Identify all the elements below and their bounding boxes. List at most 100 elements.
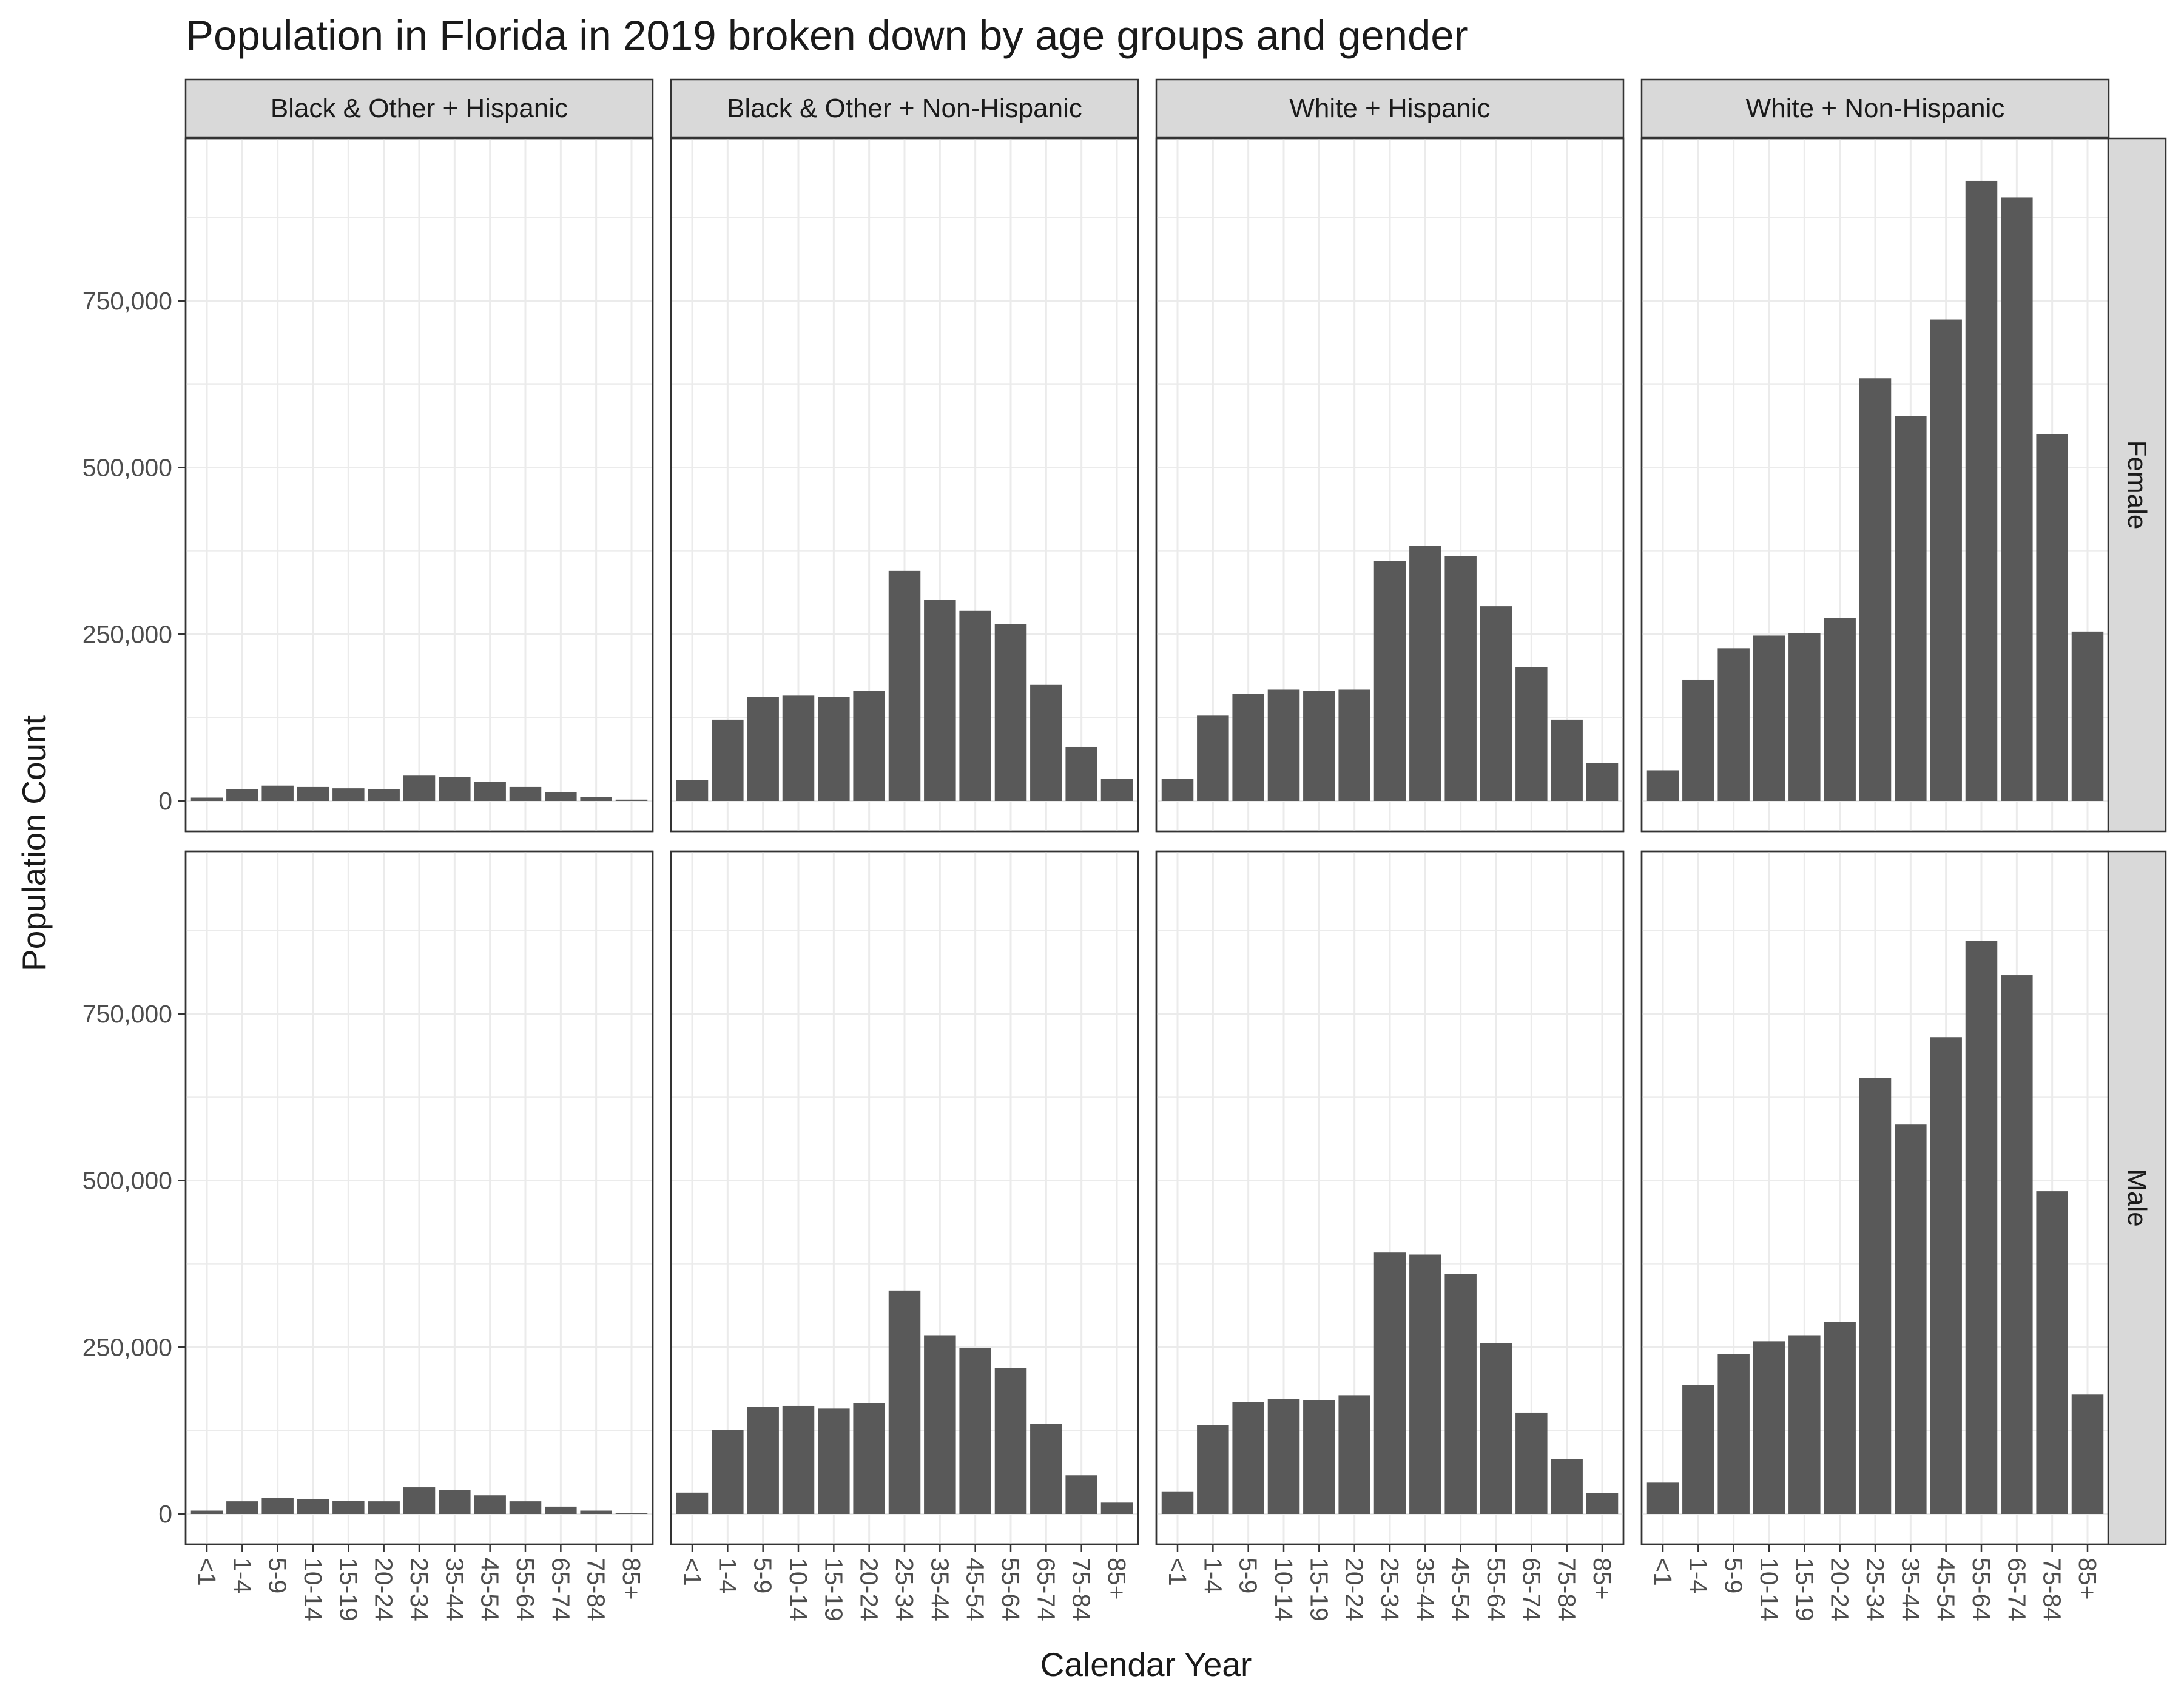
strip-background xyxy=(2107,137,2167,833)
bar-75-84 xyxy=(580,797,612,801)
bar-65-74 xyxy=(2001,975,2033,1514)
bar-25-34 xyxy=(1373,1252,1406,1514)
bar-10-14 xyxy=(1267,689,1300,801)
x-tick-label: 75-84 xyxy=(582,1558,610,1621)
bar-75-84 xyxy=(1065,1475,1097,1514)
x-tick-label: 75-84 xyxy=(2038,1558,2066,1621)
x-tick-label: 65-74 xyxy=(547,1558,575,1621)
bar-1 xyxy=(1646,770,1679,801)
bar-25-34 xyxy=(888,570,921,801)
x-tick-label: 25-34 xyxy=(405,1558,433,1621)
column-strip-black-other-hispanic: Black & Other + Hispanic xyxy=(184,78,654,138)
bar-5-9 xyxy=(1232,694,1264,801)
bar-1 xyxy=(1161,1491,1194,1514)
x-tick-label: 10-14 xyxy=(784,1558,812,1621)
bar-35-44 xyxy=(439,777,471,801)
bar-15-19 xyxy=(818,1408,850,1514)
strip-background xyxy=(184,78,654,138)
bar-85 xyxy=(1586,1493,1619,1514)
bar-20-24 xyxy=(853,691,885,801)
bar-1-4 xyxy=(226,789,258,801)
bar-25-34 xyxy=(403,1487,436,1514)
x-tick-label: 65-74 xyxy=(1032,1558,1060,1621)
bar-55-64 xyxy=(994,1368,1027,1514)
strip-background xyxy=(1640,78,2110,138)
bar-55-64 xyxy=(994,624,1027,801)
x-tick-label: 75-84 xyxy=(1068,1558,1096,1621)
x-tick-label: 35-44 xyxy=(440,1558,468,1621)
strip-background xyxy=(1155,78,1625,138)
bar-65-74 xyxy=(1030,1424,1062,1514)
row-strip-label: Male xyxy=(2122,1169,2152,1226)
bar-1 xyxy=(676,1492,709,1514)
bar-1 xyxy=(1161,779,1194,801)
bar-55-64 xyxy=(1480,1343,1512,1514)
strip-background xyxy=(2107,850,2167,1545)
chart-title: Population in Florida in 2019 broken dow… xyxy=(186,12,1468,59)
y-tick-label: 250,000 xyxy=(83,1333,172,1361)
bar-55-64 xyxy=(1480,606,1512,801)
x-tick-label: 45-54 xyxy=(1932,1558,1960,1621)
x-tick-label: 85+ xyxy=(2074,1558,2101,1600)
bar-25-34 xyxy=(1373,561,1406,801)
x-tick-label: 15-19 xyxy=(334,1558,362,1621)
bar-45-54 xyxy=(474,1495,506,1514)
bar-35-44 xyxy=(924,1335,956,1514)
y-tick-label: 750,000 xyxy=(83,1000,172,1028)
bar-65-74 xyxy=(1030,684,1062,801)
y-axis-title: Population Count xyxy=(15,715,53,971)
column-strip-label: White + Hispanic xyxy=(1289,93,1490,123)
strip-background xyxy=(670,78,1139,138)
bar-55-64 xyxy=(509,1501,542,1514)
panel-border xyxy=(670,137,1139,833)
x-tick-label: 20-24 xyxy=(370,1558,398,1621)
bar-85 xyxy=(615,799,648,801)
bar-45-54 xyxy=(474,782,506,801)
bar-65-74 xyxy=(1515,1412,1548,1514)
bar-5-9 xyxy=(261,785,294,801)
bar-1-4 xyxy=(1197,715,1229,801)
bar-15-19 xyxy=(1303,691,1335,801)
bar-35-44 xyxy=(1409,546,1441,801)
bar-1 xyxy=(190,797,223,801)
x-tick-label: 5-9 xyxy=(264,1558,292,1593)
bar-5-9 xyxy=(261,1498,294,1514)
column-strip-label: Black & Other + Hispanic xyxy=(271,93,568,123)
bar-35-44 xyxy=(1895,416,1927,801)
x-tick-label: 55-64 xyxy=(1482,1558,1510,1621)
row-strip-female: Female xyxy=(2107,137,2167,833)
bar-55-64 xyxy=(1965,180,1998,802)
bar-1 xyxy=(190,1510,223,1514)
bar-65-74 xyxy=(545,792,577,801)
x-tick-label: 1-4 xyxy=(228,1558,256,1593)
x-tick-label: 55-64 xyxy=(1967,1558,1995,1621)
y-tick-label: 0 xyxy=(158,1500,172,1528)
bar-5-9 xyxy=(1232,1402,1264,1514)
x-tick-label: 75-84 xyxy=(1553,1558,1581,1621)
bar-55-64 xyxy=(1965,941,1998,1514)
x-tick-label: 5-9 xyxy=(1235,1558,1262,1593)
x-tick-label: 65-74 xyxy=(2003,1558,2031,1621)
bar-15-19 xyxy=(1788,1335,1821,1514)
y-tick-label: 500,000 xyxy=(83,1167,172,1195)
bar-15-19 xyxy=(332,788,365,801)
facet-grid: Female 0 250,000 500,000 750,000 Male 0 250,000… xyxy=(83,78,2167,1621)
column-strip-label: Black & Other + Non-Hispanic xyxy=(727,93,1082,123)
column-strip-black-other-non-hispanic: Black & Other + Non-Hispanic xyxy=(670,78,1139,138)
panel-male-white-hispanic xyxy=(1155,850,1625,1545)
x-tick-label: 20-24 xyxy=(855,1558,883,1621)
bar-75-84 xyxy=(2036,434,2068,801)
bar-1-4 xyxy=(712,1430,744,1514)
x-tick-label: 10-14 xyxy=(1755,1558,1783,1621)
panel-male-black-other-hispanic xyxy=(184,850,654,1545)
x-tick-label: <1 xyxy=(1649,1558,1677,1586)
x-tick-label: 35-44 xyxy=(1411,1558,1439,1621)
x-tick-label: 1-4 xyxy=(713,1558,741,1593)
bar-15-19 xyxy=(818,697,850,801)
bar-10-14 xyxy=(297,1499,329,1514)
bar-75-84 xyxy=(1551,719,1583,801)
x-tick-label: 10-14 xyxy=(1270,1558,1298,1621)
y-tick-label: 250,000 xyxy=(83,620,172,648)
bar-65-74 xyxy=(545,1506,577,1514)
